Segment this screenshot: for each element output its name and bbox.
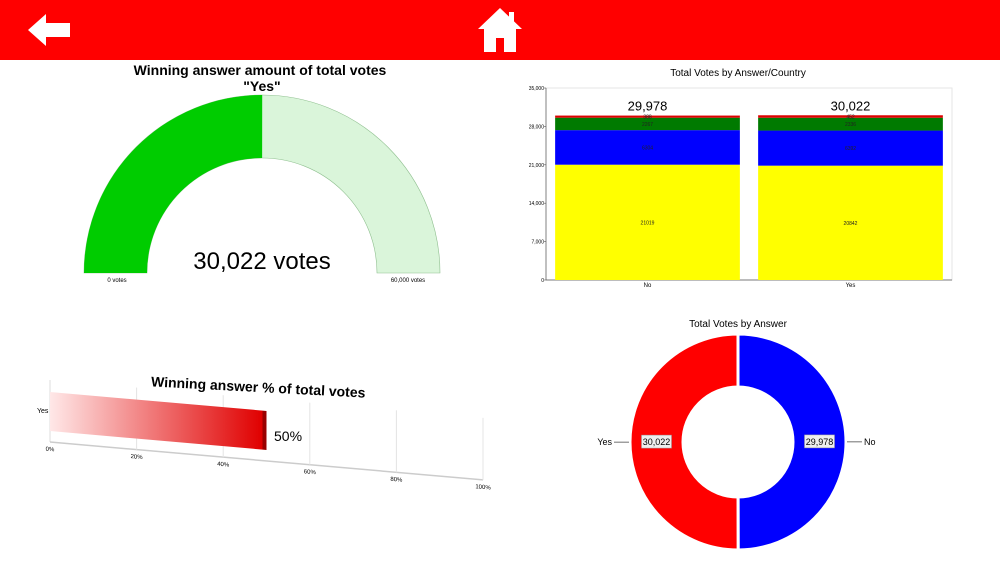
- stacked-bar-segment: [758, 130, 943, 166]
- gauge-value: 30,022 votes: [193, 248, 330, 275]
- gauge-panel: Winning answer amount of total votes "Ye…: [60, 60, 470, 300]
- donut-title: Total Votes by Answer: [689, 319, 788, 330]
- stacked-bar-segment: [555, 130, 740, 165]
- x-category-label: Yes: [846, 283, 856, 289]
- top-bar: [0, 0, 1000, 60]
- donut-slice: [736, 332, 848, 552]
- segment-label: 21019: [641, 220, 655, 226]
- percent-bar-side: [262, 410, 267, 450]
- y-tick-label: 35,000: [529, 86, 545, 92]
- percent-bar-panel: 0% 20% 40% 60% 80% 100% Winning answer % of t…: [25, 365, 500, 505]
- donut-slice: [628, 332, 740, 552]
- segment-label: 2336: [845, 122, 856, 128]
- gauge-max-label: 60,000 votes: [391, 278, 425, 284]
- x-category-label: No: [644, 283, 652, 289]
- segment-label: 388: [643, 115, 652, 121]
- arrow-left-icon: [28, 14, 70, 46]
- gauge-min-label: 0 votes: [107, 278, 126, 284]
- stacked-bar-segment: [758, 115, 943, 118]
- segment-label: 452: [846, 115, 855, 121]
- home-icon: [478, 8, 522, 52]
- gauge-title: Winning answer amount of total votes: [134, 62, 387, 78]
- slice-value-label: 29,978: [806, 437, 834, 447]
- bar-total-label: 29,978: [628, 99, 668, 114]
- slice-value-label: 30,022: [643, 437, 671, 447]
- percent-floor: [50, 441, 483, 481]
- back-button[interactable]: [24, 10, 74, 50]
- y-tick-label: 21,000: [529, 163, 545, 169]
- segment-label: 6304: [642, 145, 653, 151]
- home-button[interactable]: [476, 6, 524, 54]
- percent-tick-label: 20%: [131, 454, 144, 461]
- percent-bar-category: Yes: [37, 408, 49, 415]
- percent-tick-label: 0%: [46, 447, 55, 454]
- slice-name-label: Yes: [597, 437, 612, 447]
- percent-bar-chart: 0% 20% 40% 60% 80% 100% Winning answer % of t…: [37, 373, 491, 492]
- percent-tick-label: 60%: [304, 469, 317, 476]
- slice-name-label: No: [864, 437, 876, 447]
- percent-bar-fill: [50, 392, 263, 450]
- percent-tick-label: 100%: [475, 484, 491, 491]
- percent-plot: 0% 20% 40% 60% 80% 100%: [46, 379, 491, 492]
- percent-bar-value: 50%: [274, 428, 302, 444]
- segment-label: 6392: [845, 146, 856, 152]
- stacked-bar-segment: [758, 117, 943, 131]
- slice-value-box: [641, 434, 672, 449]
- segment-label: 2267: [642, 122, 653, 128]
- y-tick-label: 0: [541, 278, 544, 284]
- gauge-chart: Winning answer amount of total votes "Ye…: [83, 62, 441, 284]
- donut-panel: Total Votes by Answer 30,022 Yes 29,978 No: [560, 312, 920, 557]
- donut-chart: Total Votes by Answer 30,022 Yes 29,978 No: [597, 319, 876, 552]
- gauge-fill: [84, 94, 263, 273]
- bar-total-label: 30,022: [831, 98, 871, 113]
- stacked-bar-segment: [555, 164, 740, 280]
- stacked-bar-segment: [758, 165, 943, 280]
- slice-value-box: [804, 434, 835, 449]
- percent-tick-label: 40%: [217, 462, 230, 469]
- y-tick-label: 7,000: [531, 240, 544, 246]
- percent-bar-title: Winning answer % of total votes: [151, 373, 366, 400]
- stacked-bar-chart: Total Votes by Answer/Country 0 7,000 14,0…: [529, 68, 953, 289]
- stacked-bar-panel: Total Votes by Answer/Country 0 7,000 14,0…: [510, 60, 970, 300]
- segment-label: 20842: [844, 221, 858, 227]
- y-tick-label: 14,000: [529, 201, 545, 207]
- gauge-subtitle: "Yes": [243, 78, 280, 94]
- stacked-bar-title: Total Votes by Answer/Country: [670, 68, 806, 79]
- stacked-bar-segment: [555, 117, 740, 131]
- percent-tick-label: 80%: [390, 477, 403, 484]
- y-tick-label: 28,000: [529, 124, 545, 130]
- stacked-bar-segment: [555, 115, 740, 118]
